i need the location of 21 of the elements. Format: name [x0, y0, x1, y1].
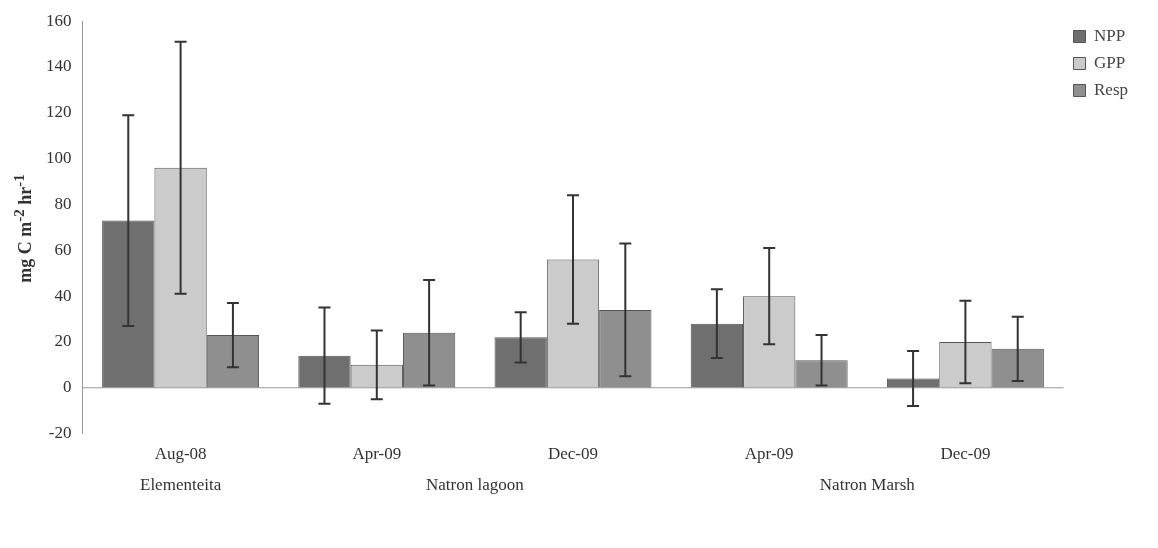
y-tick-label: 0	[63, 377, 72, 397]
y-tick-label: 140	[46, 56, 72, 76]
legend-label: GPP	[1094, 52, 1126, 72]
y-tick-label: 160	[46, 10, 72, 30]
y-tick-label: 60	[54, 239, 72, 259]
x-tick-label: Apr-09	[744, 444, 794, 464]
x-tick-label: Aug-08	[154, 444, 207, 464]
y-tick-label: 20	[54, 331, 72, 351]
legend-label: NPP	[1094, 25, 1126, 45]
text: Natron Marsh	[819, 475, 916, 495]
text: Natron lagoon	[426, 475, 525, 495]
x-tick-label: Dec-09	[547, 444, 599, 464]
x-tick-label: Dec-09	[940, 444, 991, 464]
y-tick-label: 40	[54, 285, 72, 305]
y-tick-label: 120	[46, 102, 72, 122]
text: Elementeita	[140, 475, 222, 495]
y-tick-label: 100	[46, 148, 72, 168]
legend-label: Resp	[1094, 79, 1128, 99]
x-tick-label: Apr-09	[352, 444, 402, 464]
y-tick-label: -20	[48, 423, 72, 443]
y-tick-label: 80	[54, 193, 72, 213]
